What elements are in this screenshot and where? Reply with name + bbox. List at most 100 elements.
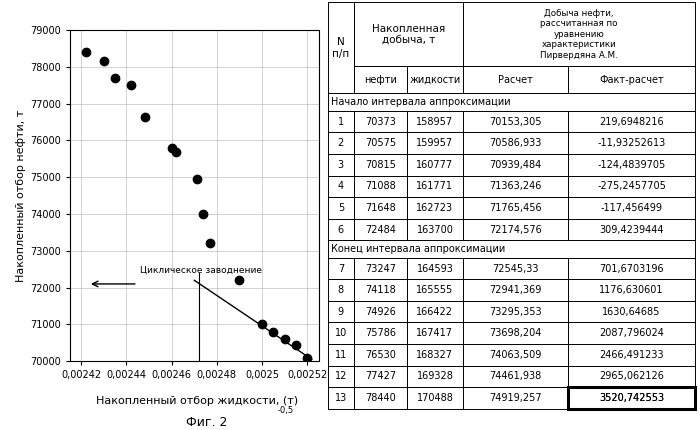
Text: 3: 3 [338, 160, 344, 170]
Bar [568, 111, 695, 132]
Text: 701,6703196: 701,6703196 [599, 264, 664, 273]
Text: Добыча нефти,
рассчитанная по
уравнению
характеристики
Пирвердяна А.М.: Добыча нефти, рассчитанная по уравнению … [540, 9, 618, 60]
Text: 70575: 70575 [365, 138, 396, 148]
Bar [354, 2, 463, 67]
Bar [407, 322, 463, 344]
Text: 72545,33: 72545,33 [492, 264, 539, 273]
Bar [463, 197, 568, 219]
Text: 166422: 166422 [416, 307, 454, 317]
Text: -0,5: -0,5 [278, 406, 294, 415]
Bar [328, 344, 354, 366]
Bar [354, 67, 407, 93]
Text: Начало интервала аппроксимации: Начало интервала аппроксимации [331, 97, 511, 107]
Text: 9: 9 [338, 307, 344, 317]
Text: 170488: 170488 [416, 393, 454, 403]
Bar [328, 280, 354, 301]
Text: 164593: 164593 [416, 264, 454, 273]
Bar [354, 301, 407, 322]
Bar [568, 301, 695, 322]
Text: 73295,353: 73295,353 [489, 307, 542, 317]
Text: 74063,509: 74063,509 [489, 350, 542, 360]
Bar [463, 301, 568, 322]
Bar [328, 154, 354, 175]
Text: 167417: 167417 [416, 328, 454, 338]
Bar [354, 366, 407, 387]
Bar [568, 258, 695, 280]
Text: 72941,369: 72941,369 [489, 285, 542, 295]
Text: 71363,246: 71363,246 [489, 181, 542, 191]
Bar [354, 280, 407, 301]
Text: 71088: 71088 [365, 181, 395, 191]
Text: 2: 2 [337, 138, 344, 148]
Bar [328, 93, 695, 111]
Bar [463, 2, 695, 67]
Text: 2965,062126: 2965,062126 [599, 372, 664, 381]
Bar [407, 175, 463, 197]
Text: 70586,933: 70586,933 [489, 138, 542, 148]
Bar [354, 175, 407, 197]
Text: Накопленный отбор жидкости, (т): Накопленный отбор жидкости, (т) [97, 396, 298, 406]
Bar [568, 387, 695, 409]
Text: N
п/п: N п/п [332, 37, 349, 58]
Bar [328, 301, 354, 322]
Text: 70373: 70373 [365, 117, 395, 127]
Bar [328, 387, 354, 409]
Text: 165555: 165555 [416, 285, 454, 295]
Text: 5: 5 [337, 203, 344, 213]
Text: 6: 6 [338, 224, 344, 234]
Text: 75786: 75786 [365, 328, 395, 338]
Bar [354, 387, 407, 409]
Text: 309,4239444: 309,4239444 [599, 224, 664, 234]
Bar [407, 197, 463, 219]
Text: жидкости: жидкости [410, 75, 461, 85]
Bar [328, 322, 354, 344]
Text: 4: 4 [338, 181, 344, 191]
Text: 159957: 159957 [416, 138, 454, 148]
Bar [354, 344, 407, 366]
Text: 168327: 168327 [416, 350, 454, 360]
Bar [328, 258, 354, 280]
Bar [568, 132, 695, 154]
Text: Фиг. 2: Фиг. 2 [186, 416, 228, 429]
Bar [328, 2, 354, 93]
Text: 73247: 73247 [365, 264, 395, 273]
Bar [463, 67, 568, 93]
Text: 13: 13 [335, 393, 347, 403]
Bar [328, 366, 354, 387]
Text: нефти: нефти [364, 75, 397, 85]
Bar [568, 366, 695, 387]
Text: 78440: 78440 [365, 393, 395, 403]
Bar [328, 240, 695, 258]
Bar [354, 154, 407, 175]
Bar [328, 175, 354, 197]
Text: -124,4839705: -124,4839705 [597, 160, 666, 170]
Text: 219,6948216: 219,6948216 [599, 117, 664, 127]
Text: 11: 11 [335, 350, 347, 360]
Text: 10: 10 [335, 328, 347, 338]
Text: -275,2457705: -275,2457705 [597, 181, 666, 191]
Text: 1630,64685: 1630,64685 [602, 307, 661, 317]
Text: Накопленная
добыча, т: Накопленная добыча, т [372, 24, 445, 45]
Text: 72174,576: 72174,576 [489, 224, 542, 234]
Bar [407, 344, 463, 366]
Text: -11,93252613: -11,93252613 [597, 138, 666, 148]
Text: 2466,491233: 2466,491233 [599, 350, 664, 360]
Text: 74461,938: 74461,938 [489, 372, 542, 381]
Bar [354, 197, 407, 219]
Bar [463, 387, 568, 409]
Bar [463, 111, 568, 132]
Bar [463, 258, 568, 280]
Text: 71648: 71648 [365, 203, 395, 213]
Bar [354, 322, 407, 344]
Text: -117,456499: -117,456499 [601, 203, 662, 213]
Bar [568, 387, 695, 409]
Text: 1: 1 [338, 117, 344, 127]
Bar [354, 258, 407, 280]
Text: 3520,742553: 3520,742553 [599, 393, 664, 403]
Text: 77427: 77427 [365, 372, 396, 381]
Text: 12: 12 [335, 372, 347, 381]
Bar [568, 175, 695, 197]
Bar [407, 280, 463, 301]
Bar [568, 344, 695, 366]
Bar [407, 132, 463, 154]
